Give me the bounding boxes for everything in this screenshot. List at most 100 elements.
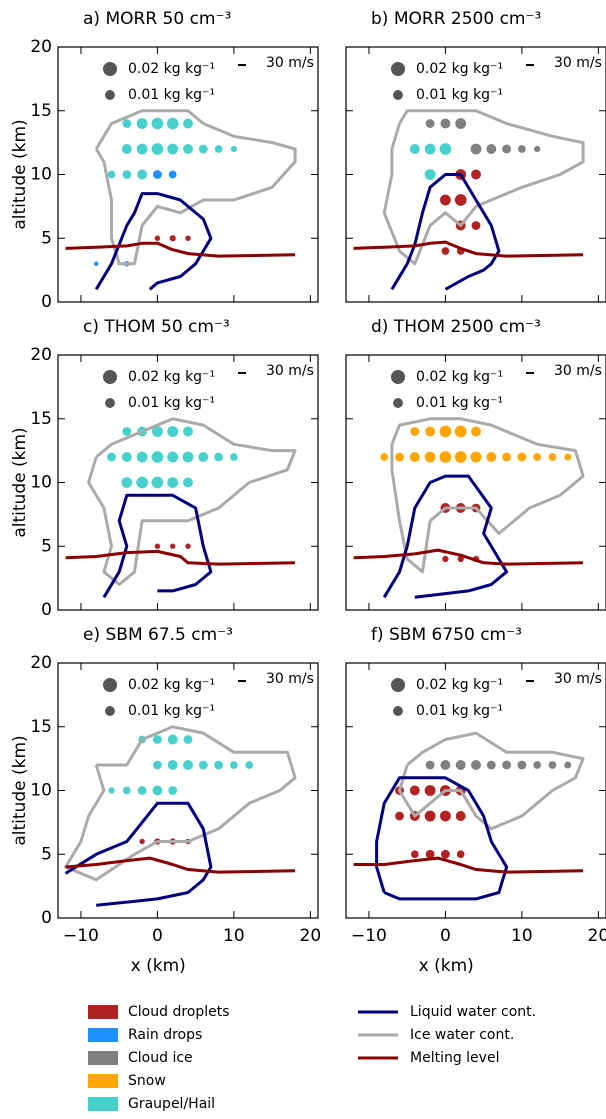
contour-line: [65, 549, 296, 566]
legend-label: Cloud ice: [128, 1050, 193, 1066]
hydrometeor-pie: [198, 144, 208, 154]
hydrometeor-pie: [108, 787, 115, 794]
hydrometeor-pie: [409, 785, 420, 796]
legend-patch: [88, 1097, 118, 1111]
y-tick-label: 15: [30, 101, 52, 121]
contour-line: [94, 192, 213, 291]
plot-frame: [345, 662, 606, 919]
hydrometeor-pie: [214, 760, 224, 770]
hydrometeor-pie: [455, 811, 466, 821]
y-tick-label: 5: [41, 844, 52, 864]
wind-legend-label: 30 m/s: [266, 363, 314, 379]
hydrometeor-pie: [440, 849, 450, 859]
hydrometeor-pie: [182, 451, 194, 463]
hydrometeor-pie: [518, 145, 526, 153]
hydrometeor-pie: [94, 261, 99, 266]
hydrometeor-pie: [380, 453, 389, 461]
hydrometeor-pie: [107, 452, 116, 462]
legend-label: Liquid water cont.: [410, 1004, 536, 1020]
y-tick-label: 10: [30, 473, 52, 493]
size-legend-label: 0.01 kg kg⁻¹: [128, 87, 215, 103]
hydrometeor-pie: [424, 785, 436, 796]
hydrometeor-pie: [185, 543, 191, 549]
size-legend-label: 0.02 kg kg⁻¹: [128, 677, 215, 693]
plot-frame: [345, 354, 606, 611]
panel-title: a) MORR 50 cm⁻³: [83, 9, 231, 29]
hydrometeor-pie: [424, 169, 436, 180]
hydrometeor-pie: [122, 427, 132, 436]
hydrometeor-pie: [139, 838, 145, 845]
legend-label: Ice water cont.: [410, 1027, 514, 1043]
hydrometeor-pie: [167, 760, 178, 770]
size-legend-marker: [393, 398, 403, 408]
hydrometeor-pie: [152, 785, 163, 796]
hydrometeor-pie: [440, 195, 451, 205]
hydrometeor-pie: [230, 761, 238, 769]
legend-patch: [88, 1074, 118, 1088]
hydrometeor-pie: [167, 451, 179, 463]
hydrometeor-pie: [439, 810, 451, 822]
contour-line: [375, 776, 509, 901]
x-tick-label: 0: [440, 926, 451, 946]
x-tick-label: 20: [588, 926, 606, 946]
size-legend-label: 0.02 kg kg⁻¹: [128, 61, 215, 77]
hydrometeor-pie: [151, 451, 164, 463]
hydrometeor-pie: [152, 170, 162, 179]
hydrometeor-pie: [136, 143, 148, 155]
x-tick-label: 0: [152, 926, 163, 946]
hydrometeor-pie: [439, 451, 452, 463]
legend-patch: [88, 1005, 118, 1019]
size-legend-marker: [105, 90, 115, 100]
hydrometeor-pie: [154, 543, 161, 549]
hydrometeor-pie: [245, 761, 254, 769]
hydrometeor-pie: [185, 235, 191, 241]
size-legend-label: 0.01 kg kg⁻¹: [128, 395, 215, 411]
contour-line: [382, 474, 509, 599]
hydrometeor-pie: [441, 247, 450, 255]
hydrometeor-pie: [214, 145, 223, 153]
size-legend-marker: [105, 706, 115, 716]
x-tick-label: −10: [63, 926, 99, 946]
y-tick-label: 10: [30, 781, 52, 801]
panel-title: c) THOM 50 cm⁻³: [83, 317, 230, 337]
hydrometeor-pie: [425, 426, 436, 437]
size-legend-marker: [391, 62, 405, 76]
hydrometeor-pie: [198, 452, 209, 462]
hydrometeor-pie: [454, 451, 467, 463]
y-tick-label: 5: [41, 228, 52, 248]
hydrometeor-pie: [548, 453, 557, 461]
legend-label: Cloud droplets: [128, 1004, 230, 1020]
contour-line: [353, 548, 584, 566]
hydrometeor-pie: [457, 555, 464, 563]
hydrometeor-pie: [409, 452, 420, 462]
hydrometeor-pie: [442, 555, 449, 563]
hydrometeor-pie: [502, 144, 512, 154]
hydrometeor-pie: [533, 761, 542, 769]
y-tick-label: 15: [30, 409, 52, 429]
size-legend-marker: [393, 706, 403, 716]
y-tick-label: 0: [41, 292, 52, 312]
legend-label: Rain drops: [128, 1027, 202, 1043]
x-tick-label: 10: [511, 926, 533, 946]
panel-title: f) SBM 6750 cm⁻³: [371, 625, 522, 645]
hydrometeor-pie: [122, 119, 132, 128]
hydrometeor-pie: [214, 452, 224, 462]
wind-legend-label: 30 m/s: [266, 55, 314, 71]
hydrometeor-pie: [502, 452, 512, 462]
hydrometeor-pie: [486, 452, 497, 462]
hydrometeor-pie: [410, 427, 420, 436]
y-tick-label: 0: [41, 908, 52, 928]
hydrometeor-pie: [167, 734, 178, 745]
hydrometeor-pie: [198, 760, 208, 770]
x-tick-label: −10: [351, 926, 387, 946]
hydrometeor-pie: [533, 453, 542, 461]
hydrometeor-pie: [456, 850, 465, 859]
size-legend-label: 0.01 kg kg⁻¹: [416, 87, 503, 103]
size-legend-marker: [393, 90, 403, 100]
hydrometeor-pie: [471, 760, 481, 770]
x-axis-label: x (km): [419, 956, 474, 976]
hydrometeor-pie: [440, 118, 451, 129]
hydrometeor-pie: [230, 145, 238, 153]
contour-line: [87, 417, 297, 586]
hydrometeor-pie: [486, 144, 497, 154]
